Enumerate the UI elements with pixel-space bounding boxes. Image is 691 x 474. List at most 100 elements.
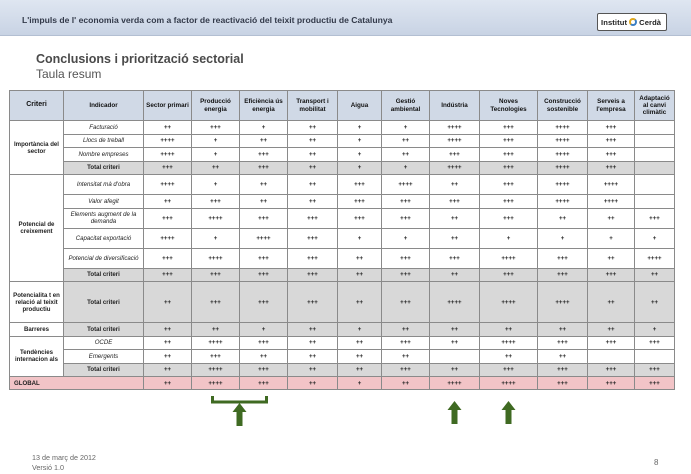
rating-cell: ++ [429,174,480,195]
rating-cell: ++ [143,120,192,135]
rating-cell: +++ [429,247,480,269]
rating-cell: ++ [337,281,382,323]
rating-cell: ++ [381,349,430,364]
global-rating-cell: ++++ [479,376,538,390]
rating-cell: ++++ [191,362,240,377]
rating-cell: ++ [287,362,338,377]
rating-cell: +++ [143,207,192,229]
rating-cell: ++++ [191,247,240,269]
global-rating-cell: ++++ [191,376,240,390]
rating-cell: +++ [337,207,382,229]
rating-cell: ++++ [537,194,588,209]
rating-cell [429,349,480,364]
indicador-cell: Elements augment de la demanda [63,207,144,229]
rating-cell: ++ [143,194,192,209]
rating-cell: ++ [429,227,480,249]
rating-cell: +++ [587,160,635,175]
indicador-cell: Total criteri [63,267,144,282]
indicador-cell: Potencial de diversificació [63,247,144,269]
page-title: Conclusions i priorització sectorial [36,52,244,66]
global-row: GLOBAL ++ ++++ +++ ++ + ++ ++++ ++++ +++ +++ +++ [9,376,675,390]
criteri-cell: Importància del sector [9,120,64,175]
table-row: Importància del sector Facturació ++ +++ + ++… [9,120,675,175]
table-row: Total criteri+++++++++++++++++++++++++++… [10,267,675,282]
rating-cell: +++ [143,267,192,282]
rating-cell: +++ [191,120,240,135]
indicador-cell: Total criteri [63,362,144,377]
rating-cell: ++ [191,160,240,175]
rating-cell: ++ [634,281,675,323]
page-subtitle: Taula resum [36,67,102,81]
rating-cell: ++++ [634,247,675,269]
table-row: Potencial de diversificació +++ ++++ +++ +++… [10,247,675,269]
rating-cell: ++++ [537,133,588,148]
rating-cell: +++ [191,349,240,364]
rating-cell: +++ [634,207,675,229]
arrow-up-icon [501,401,516,424]
criteri-cell: Potencial de creixement [9,174,64,282]
rating-cell: +++ [381,335,430,350]
table-row: Nombre empreses ++++ + +++ ++ + ++ +++ +++ ++++ ++… [10,147,675,162]
column-header: Noves Tecnologies [479,90,538,121]
rating-cell: ++++ [537,120,588,135]
logo-text-right: Cerdà [639,17,662,27]
footer-version: Versió 1.0 [32,463,64,472]
column-header: Producció energia [191,90,240,121]
rating-cell: ++ [429,267,480,282]
rating-cell: + [337,322,382,337]
rating-cell: +++ [239,147,288,162]
rating-cell: ++ [337,349,382,364]
rating-cell: ++++ [479,335,538,350]
criteri-cell: Barreres [9,322,64,337]
rating-cell: +++ [381,247,430,269]
rating-cell: ++++ [143,147,192,162]
rating-cell [634,160,675,175]
arrow-up-icon [447,401,462,424]
rating-cell: ++ [381,133,430,148]
column-header: Adaptació al canvi climàtic [634,90,675,121]
rating-cell: ++++ [479,247,538,269]
rating-cell: +++ [479,362,538,377]
criteri-cell: Tendències internacion als [9,335,64,377]
rating-cell: + [337,147,382,162]
rating-cell: ++ [587,322,635,337]
indicador-cell: Valor afegit [63,194,144,209]
rating-cell: ++++ [381,174,430,195]
rating-cell: ++++ [429,133,480,148]
table-row: Llocs de treball ++++ + ++ ++ + ++ ++++ +++ ++++ +… [10,133,675,148]
indicador-cell: Total criteri [63,322,144,337]
rating-cell: ++ [381,147,430,162]
rating-cell: ++ [381,322,430,337]
rating-cell: ++++ [537,174,588,195]
global-rating-cell: +++ [587,376,635,390]
rating-cell: ++++ [143,133,192,148]
rating-cell: + [337,227,382,249]
rating-cell: ++ [143,281,192,323]
rating-cell: +++ [587,335,635,350]
rating-cell: ++ [587,281,635,323]
rating-cell: +++ [381,362,430,377]
rating-cell: ++ [143,362,192,377]
table-header-row: Criteri Indicador Sector primari Producció … [9,90,675,121]
column-header: Construcció sostenible [537,90,588,121]
indicador-cell: OCDE [63,335,144,350]
rating-cell: ++++ [537,160,588,175]
table-row: Total criteri+++++++++++++++++++++++++++… [10,362,675,377]
rating-cell: ++++ [143,227,192,249]
rating-cell: ++++ [429,160,480,175]
rating-cell: ++ [287,133,338,148]
rating-cell: +++ [381,194,430,209]
rating-cell: +++ [287,247,338,269]
rating-cell: +++ [479,120,538,135]
indicador-cell: Intensitat mà d'obra [63,174,144,195]
rating-cell: ++++ [191,335,240,350]
rating-cell: + [239,120,288,135]
rating-cell: + [191,147,240,162]
rating-cell: ++ [239,349,288,364]
global-rating-cell: ++ [287,376,338,390]
rating-cell: +++ [479,194,538,209]
rating-cell [634,194,675,209]
global-rating-cell: +++ [634,376,675,390]
rating-cell: +++ [191,194,240,209]
rating-cell: + [634,322,675,337]
